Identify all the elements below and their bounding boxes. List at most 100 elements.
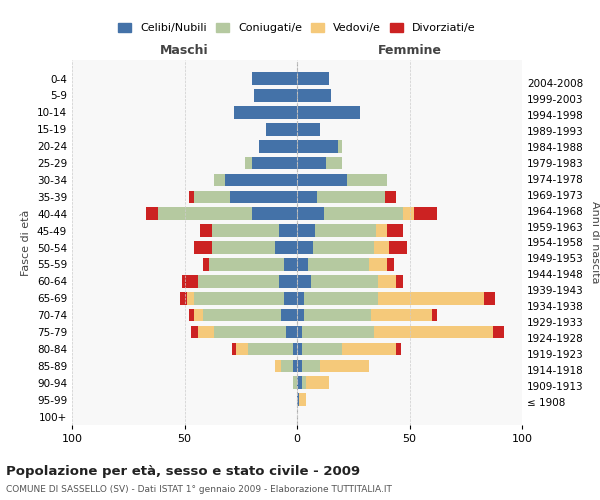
Bar bbox=[304, 309, 371, 322]
Bar bbox=[297, 326, 302, 338]
Bar bbox=[297, 106, 360, 118]
Bar bbox=[293, 360, 297, 372]
Bar bbox=[297, 309, 304, 322]
Y-axis label: Fasce di età: Fasce di età bbox=[22, 210, 31, 276]
Bar bbox=[385, 190, 396, 203]
Bar bbox=[376, 224, 387, 237]
Bar bbox=[313, 241, 373, 254]
Bar bbox=[209, 258, 284, 271]
Bar bbox=[193, 241, 212, 254]
Bar bbox=[326, 156, 342, 170]
Bar bbox=[371, 309, 432, 322]
Bar bbox=[373, 326, 493, 338]
Bar bbox=[189, 190, 193, 203]
Bar bbox=[281, 309, 297, 322]
Bar bbox=[189, 309, 193, 322]
Bar bbox=[297, 394, 299, 406]
Bar bbox=[252, 156, 297, 170]
Bar bbox=[200, 224, 212, 237]
Bar bbox=[146, 208, 157, 220]
Y-axis label: Anni di nascita: Anni di nascita bbox=[590, 201, 600, 284]
Bar bbox=[297, 342, 302, 355]
Bar bbox=[297, 174, 347, 186]
Bar bbox=[265, 123, 297, 136]
Bar bbox=[302, 376, 306, 389]
Bar bbox=[414, 208, 437, 220]
Bar bbox=[432, 309, 437, 322]
Bar bbox=[191, 326, 198, 338]
Bar bbox=[157, 208, 252, 220]
Bar bbox=[252, 208, 297, 220]
Bar bbox=[403, 208, 414, 220]
Bar bbox=[229, 190, 297, 203]
Bar bbox=[299, 394, 306, 406]
Bar bbox=[387, 258, 394, 271]
Bar bbox=[193, 190, 229, 203]
Bar bbox=[302, 342, 342, 355]
Bar bbox=[297, 89, 331, 102]
Bar bbox=[378, 275, 396, 287]
Bar bbox=[284, 258, 297, 271]
Bar bbox=[337, 140, 342, 152]
Bar bbox=[234, 106, 297, 118]
Text: COMUNE DI SASSELLO (SV) - Dati ISTAT 1° gennaio 2009 - Elaborazione TUTTITALIA.I: COMUNE DI SASSELLO (SV) - Dati ISTAT 1° … bbox=[6, 485, 392, 494]
Bar bbox=[248, 342, 293, 355]
Bar bbox=[212, 241, 275, 254]
Bar bbox=[324, 208, 403, 220]
Text: Femmine: Femmine bbox=[377, 44, 442, 57]
Bar bbox=[214, 174, 225, 186]
Bar bbox=[302, 360, 320, 372]
Bar bbox=[484, 292, 495, 304]
Bar bbox=[297, 156, 326, 170]
Text: Maschi: Maschi bbox=[160, 44, 209, 57]
Bar bbox=[198, 326, 214, 338]
Bar bbox=[252, 72, 297, 85]
Bar bbox=[297, 208, 324, 220]
Bar bbox=[275, 360, 281, 372]
Bar bbox=[311, 275, 378, 287]
Bar bbox=[378, 292, 484, 304]
Bar bbox=[304, 292, 378, 304]
Bar bbox=[369, 258, 387, 271]
Bar bbox=[225, 174, 297, 186]
Bar bbox=[373, 241, 389, 254]
Bar bbox=[297, 123, 320, 136]
Bar bbox=[284, 292, 297, 304]
Bar bbox=[320, 360, 369, 372]
Bar bbox=[193, 309, 203, 322]
Bar bbox=[297, 292, 304, 304]
Bar bbox=[396, 342, 401, 355]
Bar bbox=[315, 224, 376, 237]
Bar bbox=[198, 275, 279, 287]
Bar bbox=[308, 258, 369, 271]
Bar bbox=[297, 241, 313, 254]
Bar bbox=[254, 89, 297, 102]
Bar bbox=[212, 224, 279, 237]
Bar bbox=[187, 292, 193, 304]
Bar bbox=[275, 241, 297, 254]
Bar bbox=[182, 275, 198, 287]
Bar bbox=[203, 258, 209, 271]
Bar bbox=[347, 174, 387, 186]
Bar bbox=[279, 224, 297, 237]
Bar bbox=[281, 360, 293, 372]
Bar bbox=[389, 241, 407, 254]
Bar bbox=[297, 275, 311, 287]
Bar bbox=[306, 376, 329, 389]
Bar bbox=[293, 376, 297, 389]
Bar bbox=[293, 342, 297, 355]
Bar bbox=[297, 258, 308, 271]
Bar bbox=[297, 190, 317, 203]
Bar bbox=[302, 326, 373, 338]
Bar bbox=[297, 224, 315, 237]
Bar bbox=[493, 326, 504, 338]
Text: Popolazione per età, sesso e stato civile - 2009: Popolazione per età, sesso e stato civil… bbox=[6, 465, 360, 478]
Bar bbox=[279, 275, 297, 287]
Bar bbox=[180, 292, 187, 304]
Bar bbox=[245, 156, 252, 170]
Bar bbox=[387, 224, 403, 237]
Bar bbox=[297, 376, 302, 389]
Bar bbox=[342, 342, 396, 355]
Bar bbox=[214, 326, 286, 338]
Bar bbox=[232, 342, 236, 355]
